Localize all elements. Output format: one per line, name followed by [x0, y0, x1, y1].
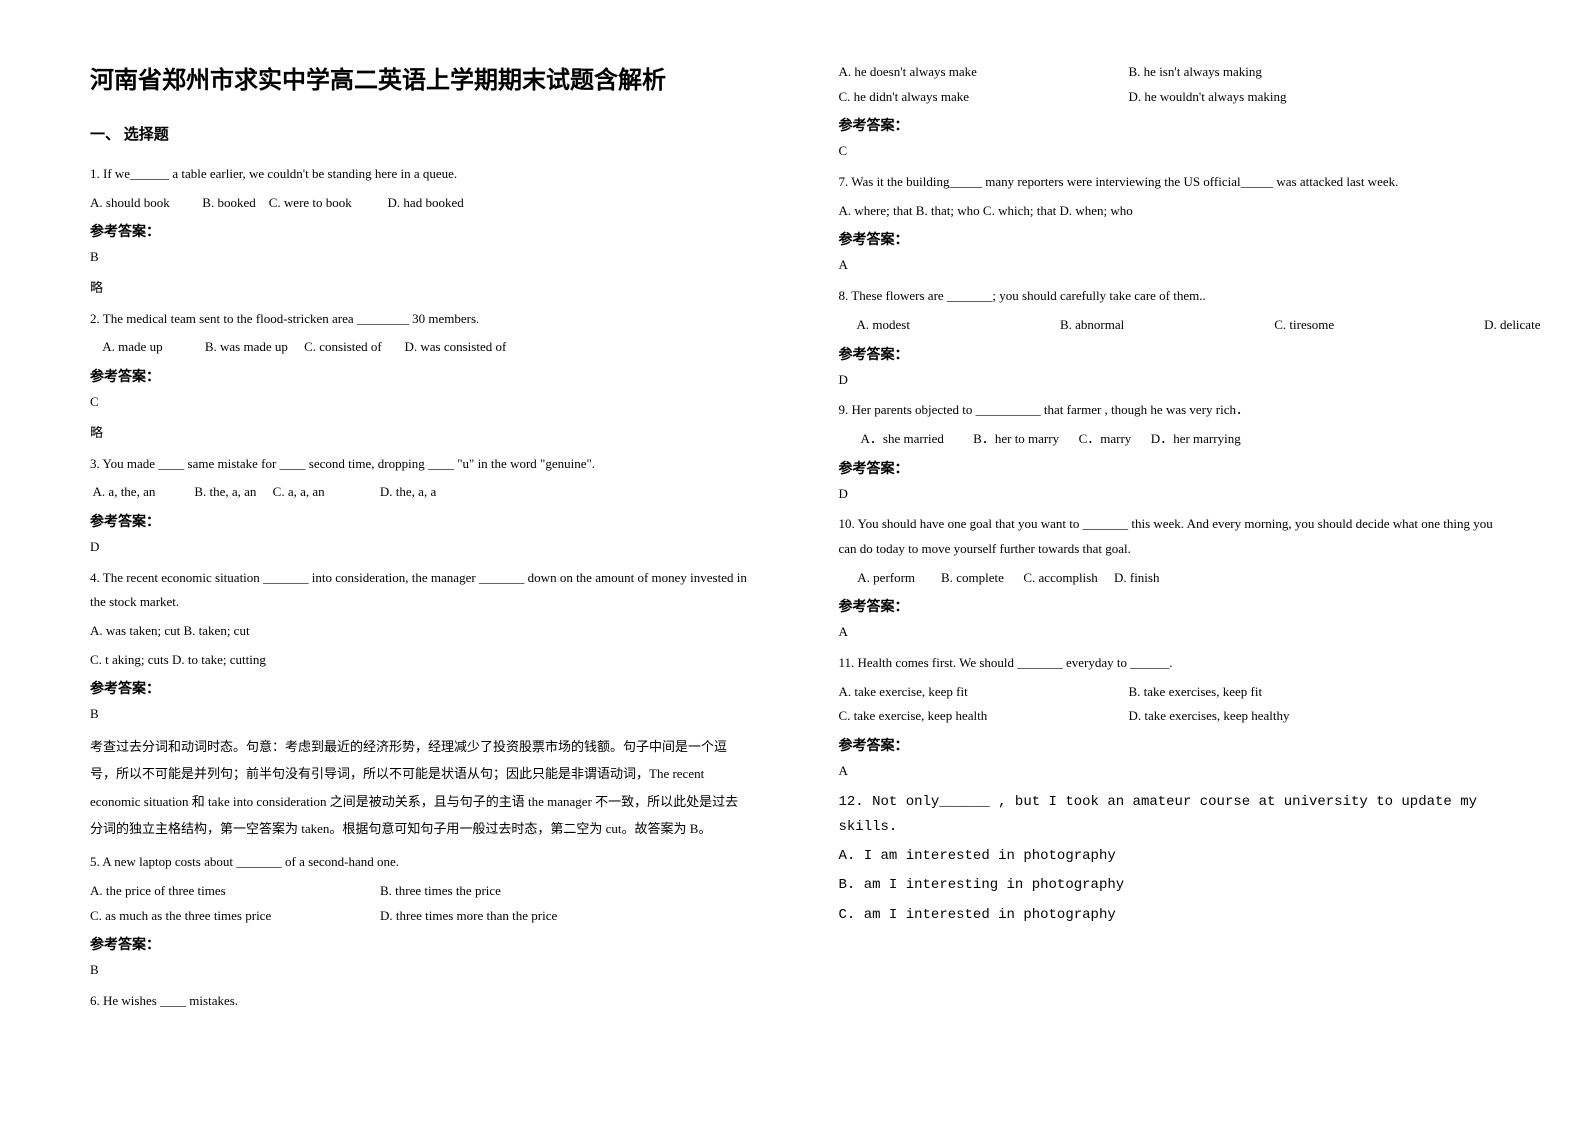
- question-5: 5. A new laptop costs about _______ of a…: [90, 850, 749, 875]
- question-6-options-row2: C. he didn't always make D. he wouldn't …: [839, 85, 1498, 110]
- question-12-opt-b: B. am I interesting in photography: [839, 873, 1498, 898]
- question-9-options: A．she married B．her to marry C．marry D．h…: [839, 427, 1498, 452]
- question-10-answer: A: [839, 620, 1498, 645]
- question-8-opt-c: C. tiresome: [1274, 313, 1334, 338]
- question-6: 6. He wishes ____ mistakes.: [90, 989, 749, 1014]
- answer-label: 参考答案：: [839, 344, 1498, 364]
- question-11: 11. Health comes first. We should ______…: [839, 651, 1498, 676]
- question-7: 7. Was it the building_____ many reporte…: [839, 170, 1498, 195]
- question-11-opt-c: C. take exercise, keep health: [839, 704, 1129, 729]
- question-4-answer: B: [90, 702, 749, 727]
- answer-label: 参考答案：: [839, 735, 1498, 755]
- question-8-options: A. modest B. abnormal C. tiresome D. del…: [839, 313, 1498, 338]
- answer-label: 参考答案：: [839, 596, 1498, 616]
- question-11-options-row1: A. take exercise, keep fit B. take exerc…: [839, 680, 1498, 705]
- question-1-note: 略: [90, 276, 749, 301]
- question-7-options: A. where; that B. that; who C. which; th…: [839, 199, 1498, 224]
- answer-label: 参考答案：: [839, 229, 1498, 249]
- question-2-answer: C: [90, 390, 749, 415]
- question-4-options-a: A. was taken; cut B. taken; cut: [90, 619, 749, 644]
- question-6-opt-d: D. he wouldn't always making: [1129, 85, 1419, 110]
- question-8-opt-a: A. modest: [857, 313, 910, 338]
- question-6-opt-c: C. he didn't always make: [839, 85, 1129, 110]
- question-11-options-row2: C. take exercise, keep health D. take ex…: [839, 704, 1498, 729]
- question-5-answer: B: [90, 958, 749, 983]
- question-9: 9. Her parents objected to __________ th…: [839, 398, 1498, 423]
- answer-label: 参考答案：: [90, 678, 749, 698]
- question-6-opt-b: B. he isn't always making: [1129, 60, 1419, 85]
- question-6-answer: C: [839, 139, 1498, 164]
- question-1-answer: B: [90, 245, 749, 270]
- question-12-opt-c: C. am I interested in photography: [839, 903, 1498, 928]
- question-1: 1. If we______ a table earlier, we could…: [90, 162, 749, 187]
- question-11-answer: A: [839, 759, 1498, 784]
- answer-label: 参考答案：: [90, 221, 749, 241]
- question-7-answer: A: [839, 253, 1498, 278]
- question-5-opt-b: B. three times the price: [380, 879, 670, 904]
- question-8: 8. These flowers are _______; you should…: [839, 284, 1498, 309]
- question-11-opt-a: A. take exercise, keep fit: [839, 680, 1129, 705]
- question-9-answer: D: [839, 482, 1498, 507]
- question-8-answer: D: [839, 368, 1498, 393]
- section-heading: 一、 选择题: [90, 123, 749, 144]
- question-6-opt-a: A. he doesn't always make: [839, 60, 1129, 85]
- question-5-opt-c: C. as much as the three times price: [90, 904, 380, 929]
- answer-label: 参考答案：: [839, 115, 1498, 135]
- question-8-opt-d: D. delicate: [1484, 313, 1540, 338]
- question-3-options: A. a, the, an B. the, a, an C. a, a, an …: [90, 480, 749, 505]
- question-3-answer: D: [90, 535, 749, 560]
- right-column: A. he doesn't always make B. he isn't al…: [839, 60, 1498, 1018]
- question-2-note: 略: [90, 421, 749, 446]
- question-5-opt-d: D. three times more than the price: [380, 904, 670, 929]
- question-8-opt-b: B. abnormal: [1060, 313, 1124, 338]
- page-root: 河南省郑州市求实中学高二英语上学期期末试题含解析 一、 选择题 1. If we…: [0, 0, 1587, 1058]
- left-column: 河南省郑州市求实中学高二英语上学期期末试题含解析 一、 选择题 1. If we…: [90, 60, 749, 1018]
- answer-label: 参考答案：: [90, 934, 749, 954]
- question-2: 2. The medical team sent to the flood-st…: [90, 307, 749, 332]
- exam-title: 河南省郑州市求实中学高二英语上学期期末试题含解析: [90, 60, 749, 95]
- question-5-options-row1: A. the price of three times B. three tim…: [90, 879, 749, 904]
- question-5-opt-a: A. the price of three times: [90, 879, 380, 904]
- answer-label: 参考答案：: [839, 458, 1498, 478]
- question-10: 10. You should have one goal that you wa…: [839, 512, 1498, 561]
- answer-label: 参考答案：: [90, 366, 749, 386]
- question-10-options: A. perform B. complete C. accomplish D. …: [839, 566, 1498, 591]
- question-11-opt-b: B. take exercises, keep fit: [1129, 680, 1419, 705]
- question-3: 3. You made ____ same mistake for ____ s…: [90, 452, 749, 477]
- question-4-explain: 考查过去分词和动词时态。句意：考虑到最近的经济形势，经理减少了投资股票市场的钱额…: [90, 733, 749, 842]
- question-1-options: A. should book B. booked C. were to book…: [90, 191, 749, 216]
- question-4: 4. The recent economic situation _______…: [90, 566, 749, 615]
- question-12-opt-a: A. I am interested in photography: [839, 844, 1498, 869]
- question-12: 12. Not only______ , but I took an amate…: [839, 790, 1498, 840]
- question-11-opt-d: D. take exercises, keep healthy: [1129, 704, 1419, 729]
- question-2-options: A. made up B. was made up C. consisted o…: [90, 335, 749, 360]
- question-4-options-b: C. t aking; cuts D. to take; cutting: [90, 648, 749, 673]
- question-5-options-row2: C. as much as the three times price D. t…: [90, 904, 749, 929]
- answer-label: 参考答案：: [90, 511, 749, 531]
- question-6-options-row1: A. he doesn't always make B. he isn't al…: [839, 60, 1498, 85]
